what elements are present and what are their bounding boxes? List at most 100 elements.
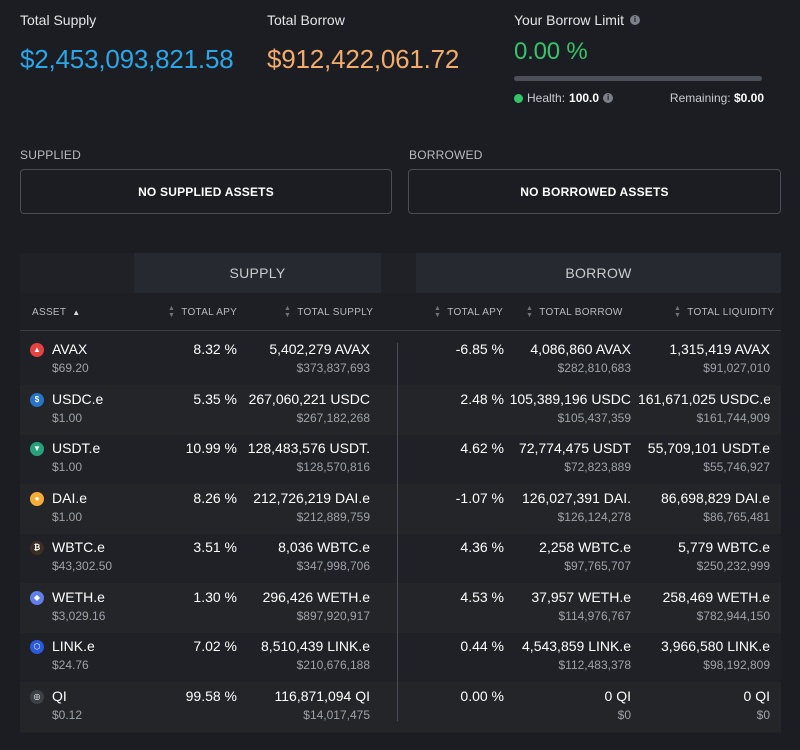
asset-cell: ▲ AVAX $69.20 bbox=[30, 341, 89, 375]
liquidity-amount: 5,779 WBTC.e bbox=[678, 539, 770, 555]
total-supply-column-header[interactable]: ▲ ▼ TOTAL SUPPLY bbox=[284, 293, 373, 331]
total-supply-value: $2,453,093,821.58 bbox=[20, 44, 234, 74]
borrow-usd: $126,124,278 bbox=[557, 509, 631, 524]
borrow-apy-column-header[interactable]: ▲ ▼ TOTAL APY bbox=[434, 293, 503, 331]
asset-price: $69.20 bbox=[52, 361, 89, 375]
supply-amount: 8,510,439 LINK.e bbox=[261, 638, 370, 654]
asset-symbol: USDC.e bbox=[52, 390, 104, 407]
supply-apy: 8.26 % bbox=[193, 489, 237, 506]
table-row[interactable]: ⬡ LINK.e $24.76 7.02 % 8,510,439 LINK.e $210,… bbox=[20, 632, 781, 682]
remaining-indicator: Remaining: $0.00 bbox=[670, 91, 764, 105]
health-info-icon[interactable]: i bbox=[603, 93, 614, 103]
remaining-value: $0.00 bbox=[733, 91, 764, 105]
liquidity-usd: $0 bbox=[756, 707, 770, 722]
total-liquidity-cell: 86,698,829 DAI.e $86,765,481 bbox=[638, 490, 770, 524]
usdt-icon: ▼ bbox=[30, 442, 44, 456]
borrow-apy: 0.00 % bbox=[460, 687, 504, 704]
total-supply-stat: Total Supply $2,453,093,821.58 bbox=[20, 12, 234, 75]
markets-table: SUPPLY BORROW ASSET ▲ ▲ ▼ TOTAL APY ▲ ▼ TO… bbox=[20, 253, 781, 733]
liquidity-usd: $161,744,909 bbox=[696, 410, 770, 425]
liquidity-amount: 55,709,101 USDT.e bbox=[647, 440, 770, 456]
supply-apy-cell: 3.51 % bbox=[140, 539, 237, 555]
borrow-usd: $114,976,767 bbox=[558, 608, 631, 623]
liquidity-amount: 0 QI bbox=[743, 687, 770, 704]
supply-usd: $897,920,917 bbox=[296, 608, 370, 623]
borrow-usd: $72,823,889 bbox=[564, 460, 631, 474]
total-liquidity-cell: 5,779 WBTC.e $250,232,999 bbox=[638, 539, 770, 573]
supply-usd: $210,676,188 bbox=[296, 658, 370, 672]
borrow-apy: 0.44 % bbox=[460, 638, 504, 654]
asset-price: $1.00 bbox=[52, 509, 83, 524]
table-row[interactable]: ▲ AVAX $69.20 8.32 % 5,402,279 AVAX $373,837,… bbox=[20, 335, 781, 385]
qi-icon: ◎ bbox=[30, 689, 44, 704]
supply-amount: 5,402,279 AVAX bbox=[269, 341, 370, 357]
borrow-amount: 37,957 WETH.e bbox=[531, 588, 631, 605]
supply-apy: 7.02 % bbox=[193, 638, 237, 654]
borrow-apy: 4.53 % bbox=[460, 588, 504, 605]
total-liquidity-cell: 3,966,580 LINK.e $98,192,809 bbox=[638, 638, 770, 672]
table-row[interactable]: ◎ QI $0.12 99.58 % 116,871,094 QI $14,017,475… bbox=[20, 681, 781, 732]
liquidity-usd: $98,192,809 bbox=[703, 658, 770, 672]
borrow-limit-label: Your Borrow Limit bbox=[514, 12, 624, 28]
supply-apy-cell: 5.35 % bbox=[140, 391, 237, 407]
total-liquidity-cell: 55,709,101 USDT.e $55,746,927 bbox=[638, 440, 770, 474]
liquidity-amount: 1,315,419 AVAX bbox=[669, 341, 770, 357]
supply-apy-header-label: TOTAL APY bbox=[181, 306, 238, 318]
borrow-usd: $0 bbox=[617, 707, 631, 722]
supply-apy: 3.51 % bbox=[193, 539, 237, 555]
supply-column-group: SUPPLY bbox=[134, 253, 381, 293]
liquidity-usd: $250,232,999 bbox=[696, 559, 770, 573]
asset-symbol: WETH.e bbox=[52, 588, 105, 605]
borrow-apy: 4.62 % bbox=[460, 440, 504, 456]
supply-amount: 267,060,221 USDC bbox=[248, 390, 370, 407]
borrow-apy: 4.36 % bbox=[460, 539, 504, 555]
total-supply-cell: 128,483,576 USDT. $128,570,816 bbox=[240, 440, 370, 474]
borrow-limit-progress-bar bbox=[514, 76, 762, 81]
supply-apy-cell: 1.30 % bbox=[140, 589, 237, 605]
total-borrow-column-header[interactable]: ▲ ▼ TOTAL BORROW bbox=[526, 293, 623, 331]
total-liquidity-cell: 1,315,419 AVAX $91,027,010 bbox=[638, 341, 770, 375]
table-row[interactable]: ● DAI.e $1.00 8.26 % 212,726,219 DAI.e $212,8… bbox=[20, 483, 781, 534]
borrow-usd: $112,483,378 bbox=[558, 658, 631, 672]
health-value: 100.0 bbox=[569, 91, 600, 105]
asset-column-header[interactable]: ASSET ▲ bbox=[32, 293, 81, 331]
supplied-assets-panel: NO SUPPLIED ASSETS bbox=[20, 169, 392, 214]
total-supply-label: Total Supply bbox=[20, 12, 97, 28]
total-borrow-cell: 0 QI $0 bbox=[508, 688, 631, 722]
total-liquidity-column-header[interactable]: ▲ ▼ TOTAL LIQUIDITY bbox=[674, 293, 774, 331]
total-supply-cell: 116,871,094 QI $14,017,475 bbox=[240, 688, 370, 722]
total-liquidity-cell: 0 QI $0 bbox=[638, 688, 770, 722]
table-row[interactable]: ◆ WETH.e $3,029.16 1.30 % 296,426 WETH.e $897… bbox=[20, 582, 781, 633]
table-row[interactable]: ₿ WBTC.e $43,302.50 3.51 % 8,036 WBTC.e $347,… bbox=[20, 533, 781, 583]
asset-price: $1.00 bbox=[52, 410, 83, 425]
supply-usd: $14,017,475 bbox=[303, 707, 370, 722]
total-borrow-header-label: TOTAL BORROW bbox=[539, 306, 623, 318]
borrow-apy-cell: 4.62 % bbox=[420, 440, 504, 456]
supply-usd: $373,837,693 bbox=[296, 361, 370, 375]
supply-apy-column-header[interactable]: ▲ ▼ TOTAL APY bbox=[168, 293, 237, 331]
borrow-amount: 0 QI bbox=[604, 687, 631, 704]
supply-apy: 8.32 % bbox=[193, 341, 237, 357]
borrow-limit-meta: Health: 100.0 i Remaining: $0.00 bbox=[514, 91, 764, 105]
usdc-icon: $ bbox=[30, 392, 44, 407]
health-indicator: Health: 100.0 i bbox=[514, 91, 614, 105]
total-liquidity-header-label: TOTAL LIQUIDITY bbox=[687, 306, 775, 318]
weth-icon: ◆ bbox=[30, 590, 44, 605]
total-supply-cell: 212,726,219 DAI.e $212,889,759 bbox=[240, 490, 370, 524]
table-row[interactable]: $ USDC.e $1.00 5.35 % 267,060,221 USDC $267,1… bbox=[20, 384, 781, 435]
info-icon[interactable]: i bbox=[629, 15, 640, 25]
borrow-column-group: BORROW bbox=[416, 253, 781, 293]
total-supply-cell: 8,036 WBTC.e $347,998,706 bbox=[240, 539, 370, 573]
total-borrow-cell: 4,086,860 AVAX $282,810,683 bbox=[508, 341, 631, 375]
sort-icon: ▲ ▼ bbox=[168, 305, 176, 319]
remaining-label: Remaining: bbox=[669, 91, 731, 105]
total-borrow-label: Total Borrow bbox=[267, 12, 345, 28]
liquidity-usd: $782,944,150 bbox=[696, 608, 770, 623]
supply-amount: 8,036 WBTC.e bbox=[278, 539, 370, 555]
table-row[interactable]: ▼ USDT.e $1.00 10.99 % 128,483,576 USDT. $128… bbox=[20, 434, 781, 484]
sort-icon: ▲ ▼ bbox=[284, 305, 292, 319]
supply-apy: 99.58 % bbox=[185, 687, 237, 704]
asset-symbol: LINK.e bbox=[52, 638, 95, 654]
borrow-apy-cell: 2.48 % bbox=[420, 391, 504, 407]
total-supply-cell: 8,510,439 LINK.e $210,676,188 bbox=[240, 638, 370, 672]
